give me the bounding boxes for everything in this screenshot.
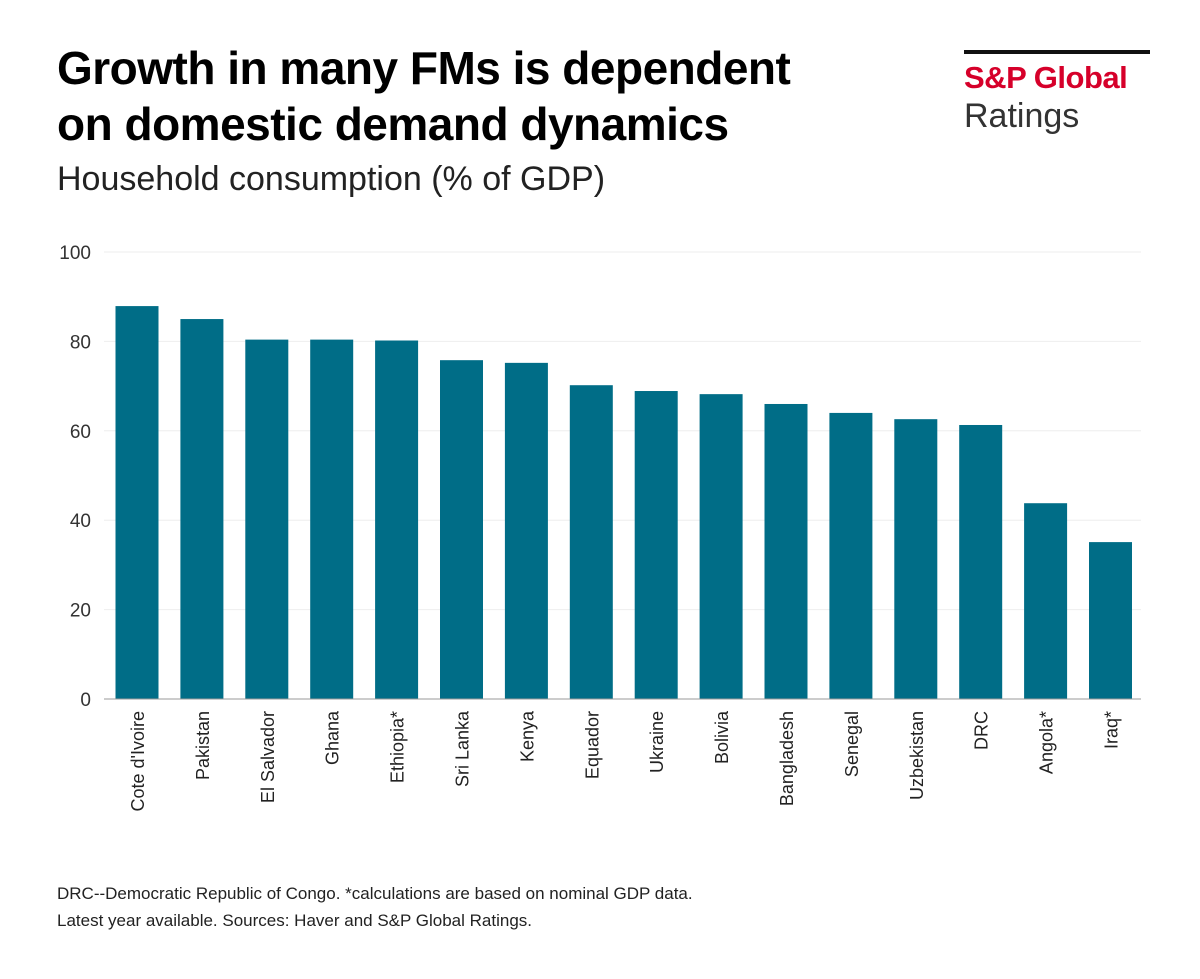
bar-sri-lanka — [440, 360, 483, 699]
bar-drc — [959, 424, 1003, 699]
chart-subtitle: Household consumption (% of GDP) — [57, 160, 606, 198]
bar-ukraine — [634, 391, 678, 699]
logo-brand: S&P Global — [964, 60, 1128, 95]
y-tick-label: 100 — [59, 243, 91, 264]
bar-angola- — [1024, 503, 1068, 699]
footnote: DRC--Democratic Republic of Congo. *calc… — [57, 880, 693, 934]
y-tick-label: 0 — [80, 690, 91, 711]
x-tick-label: Iraq* — [1102, 711, 1122, 749]
x-tick-label: Ukraine — [647, 711, 667, 773]
logo-rule — [964, 50, 1150, 54]
bar-uzbekistan — [894, 419, 938, 699]
x-tick-label: Angola* — [1037, 711, 1057, 774]
x-tick-label: Equador — [582, 711, 602, 779]
x-tick-label: Pakistan — [193, 711, 213, 780]
bar-iraq- — [1089, 542, 1132, 699]
x-tick-label: Bangladesh — [777, 711, 797, 806]
x-tick-label: El Salvador — [258, 711, 278, 803]
title-line-1: Growth in many FMs is dependent — [57, 42, 791, 94]
x-tick-label: Cote d'Ivoire — [128, 711, 148, 812]
x-tick-label: Sri Lanka — [453, 710, 473, 787]
x-tick-label: Ethiopia* — [388, 711, 408, 783]
footnote-line-1: DRC--Democratic Republic of Congo. *calc… — [57, 884, 693, 903]
bar-pakistan — [180, 319, 224, 699]
x-tick-label: Uzbekistan — [907, 711, 927, 800]
y-tick-label: 40 — [70, 511, 91, 532]
chart-title: Growth in many FMs is dependent on domes… — [57, 40, 791, 152]
title-line-2: on domestic demand dynamics — [57, 98, 729, 150]
x-tick-label: Bolivia — [712, 710, 732, 764]
footnote-line-2: Latest year available. Sources: Haver an… — [57, 911, 533, 930]
bar-ghana — [310, 339, 354, 699]
logo-ratings: Ratings — [964, 97, 1080, 135]
bar-bangladesh — [764, 403, 808, 699]
bar-bolivia — [699, 394, 743, 699]
sp-global-logo: S&P Global Ratings — [964, 50, 1150, 136]
y-tick-label: 80 — [70, 332, 91, 353]
bar-senegal — [829, 412, 873, 699]
bar-el-salvador — [245, 339, 289, 699]
x-tick-label: Senegal — [842, 711, 862, 777]
bar-cote-d-ivoire — [115, 306, 159, 699]
y-tick-label: 60 — [70, 422, 91, 443]
y-tick-label: 20 — [70, 601, 91, 622]
bar-kenya — [504, 362, 548, 699]
bar-ethiopia- — [375, 340, 419, 699]
x-tick-label: Kenya — [517, 710, 537, 762]
x-tick-label: Ghana — [323, 710, 343, 765]
bar-equador — [569, 385, 613, 699]
x-tick-label: DRC — [972, 711, 992, 750]
